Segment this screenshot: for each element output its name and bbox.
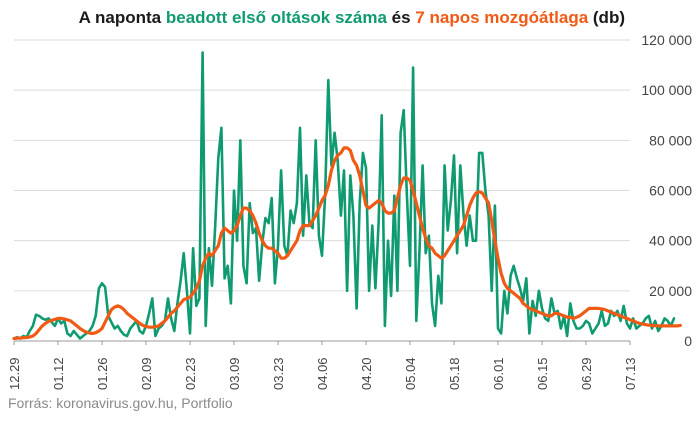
chart-title: A naponta beadott első oltások száma és …: [0, 8, 625, 28]
series-line-moving-average: [12, 146, 682, 341]
x-tick-label: 03.09: [227, 357, 242, 390]
title-part-3: és: [386, 8, 416, 27]
x-tick-label: 12.29: [7, 357, 22, 390]
x-tick-label: 02.23: [183, 357, 198, 390]
x-tick-label: 05.18: [447, 357, 462, 390]
title-part-daily: beadott első oltások száma: [165, 8, 387, 27]
title-part-5: (db): [588, 8, 625, 27]
source-note: Forrás: koronavirus.gov.hu, Portfolio: [8, 395, 233, 411]
x-tick-label: 06.15: [535, 357, 550, 390]
x-tick-label: 07.13: [623, 357, 638, 390]
x-tick-label: 02.09: [139, 357, 154, 390]
series-line-daily: [12, 51, 676, 340]
x-tick-label: 01.26: [95, 357, 110, 390]
title-part-avg: 7 napos mozgóátlaga: [415, 8, 589, 27]
x-tick-label: 06.01: [491, 357, 506, 390]
y-tick-label: 20 000: [649, 283, 692, 299]
x-axis-ticks: 12.29 01.12 01.26 02.09 02.23 03.09 03.23 04.06…: [7, 341, 638, 390]
x-tick-label: 01.12: [51, 357, 66, 390]
title-part-1: A naponta: [78, 8, 166, 27]
y-tick-label: 120 000: [641, 32, 692, 48]
x-tick-label: 03.23: [271, 357, 286, 390]
y-tick-label: 40 000: [649, 233, 692, 249]
y-tick-label: 80 000: [649, 132, 692, 148]
x-tick-label: 05.04: [403, 357, 418, 390]
x-tick-label: 04.06: [315, 357, 330, 390]
y-tick-label: 60 000: [649, 183, 692, 199]
y-tick-label: 0: [684, 333, 692, 349]
x-tick-label: 06.29: [579, 357, 594, 390]
y-axis-ticks: 0 20 000 40 000 60 000 80 000 100 000 120 000: [641, 32, 692, 349]
x-tick-label: 04.20: [359, 357, 374, 390]
y-tick-label: 100 000: [641, 82, 692, 98]
